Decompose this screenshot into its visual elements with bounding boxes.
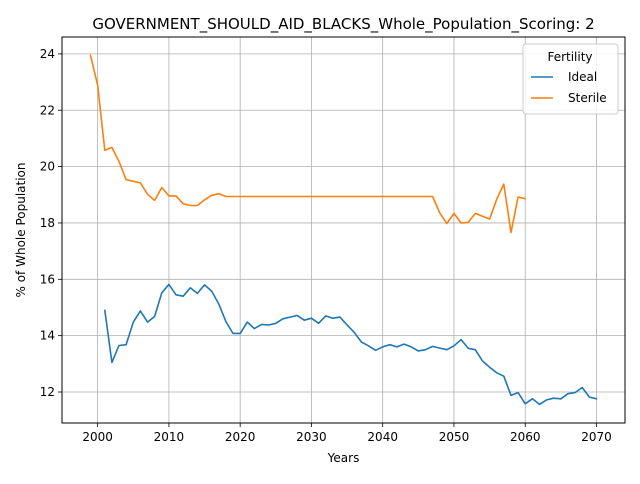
chart-title: GOVERNMENT_SHOULD_AID_BLACKS_Whole_Popul… — [92, 15, 594, 34]
x-tick-label: 2000 — [82, 430, 113, 444]
y-tick-label: 20 — [40, 160, 55, 174]
x-tick-label: 2050 — [439, 430, 470, 444]
x-tick-label: 2060 — [510, 430, 541, 444]
y-axis-label: % of Whole Population — [14, 163, 28, 298]
y-tick-label: 14 — [40, 329, 55, 343]
legend-label-sterile: Sterile — [568, 91, 607, 105]
x-tick-label: 2020 — [225, 430, 256, 444]
y-tick-label: 24 — [40, 47, 55, 61]
legend: Fertility Ideal Sterile — [522, 43, 619, 115]
y-tick-label: 16 — [40, 272, 55, 286]
legend-label-ideal: Ideal — [568, 70, 597, 84]
x-tick-label: 2040 — [367, 430, 398, 444]
series-line-ideal — [104, 283, 598, 406]
legend-box — [522, 43, 619, 115]
legend-title: Fertility — [547, 50, 592, 64]
y-tick-label: 12 — [40, 385, 55, 399]
y-tick-label: 18 — [40, 216, 55, 230]
x-tick-label: 2070 — [581, 430, 612, 444]
x-axis-label: Years — [327, 451, 360, 465]
y-tick-label: 22 — [40, 103, 55, 117]
x-tick-label: 2010 — [154, 430, 185, 444]
series-line-sterile — [89, 54, 527, 234]
x-tick-label: 2030 — [296, 430, 327, 444]
